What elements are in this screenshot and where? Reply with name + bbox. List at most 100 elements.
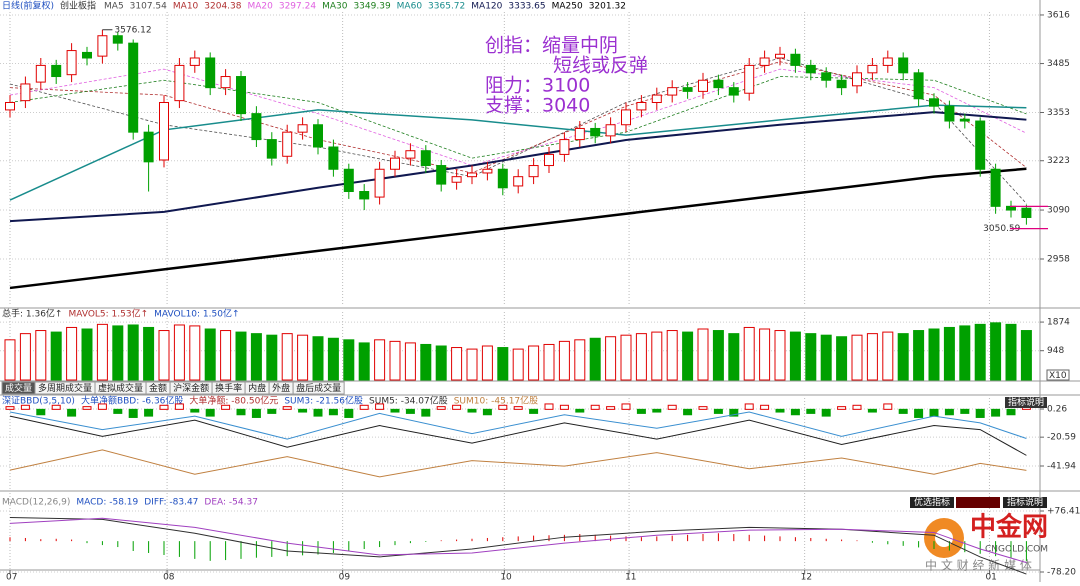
macd-line bbox=[9, 516, 1027, 575]
legend-text: 深证BBD(3,5,10) bbox=[2, 396, 75, 407]
y-tick-label: 1874 bbox=[1047, 318, 1070, 328]
y-tick-label: -20.59 bbox=[1047, 433, 1076, 443]
annotation: 支撑：3040 bbox=[485, 95, 590, 117]
volume-bar bbox=[697, 328, 709, 381]
candle-body bbox=[898, 57, 909, 74]
tab-label: 沪深金额 bbox=[173, 382, 209, 394]
tab-label: 成交量 bbox=[5, 382, 32, 394]
bbd-bar bbox=[267, 408, 277, 414]
candle-body bbox=[220, 76, 231, 89]
candle-body bbox=[821, 72, 832, 81]
bbd-bar bbox=[575, 408, 585, 413]
candle-body bbox=[436, 165, 447, 185]
volume-bar bbox=[589, 337, 601, 381]
volume-bar bbox=[774, 330, 786, 381]
candle-body bbox=[51, 64, 62, 78]
button[interactable] bbox=[1005, 397, 1047, 408]
tab[interactable] bbox=[292, 381, 345, 395]
bbd-bar bbox=[51, 404, 61, 410]
legend-text: 3333.65 bbox=[508, 2, 545, 12]
bbd-bar bbox=[606, 406, 616, 410]
bbd-bar bbox=[82, 406, 92, 410]
volume-bar bbox=[574, 339, 586, 381]
y-tick-label: -41.94 bbox=[1047, 462, 1076, 472]
candle-body bbox=[651, 94, 662, 103]
volume-bar bbox=[481, 345, 493, 381]
bbd-bar bbox=[467, 408, 477, 413]
volume-bar bbox=[204, 328, 216, 381]
volume-bar bbox=[759, 328, 771, 381]
volume-bar bbox=[620, 334, 632, 381]
candle-body bbox=[343, 168, 354, 193]
volume-bar bbox=[805, 333, 817, 381]
candle-body bbox=[5, 101, 15, 111]
candle-body bbox=[66, 50, 77, 76]
bbd-bar bbox=[498, 404, 508, 410]
y-tick-label: 3616 bbox=[1047, 10, 1070, 20]
bbd-bar bbox=[852, 404, 862, 410]
volume-bar bbox=[266, 334, 278, 381]
bbd-bar bbox=[282, 406, 292, 410]
bbd-bar bbox=[837, 406, 847, 410]
volume-bar bbox=[928, 328, 940, 381]
candle-body bbox=[467, 172, 477, 178]
macd-line bbox=[9, 517, 1027, 564]
legend-text: MA10 bbox=[173, 2, 199, 12]
legend-text: MAVOL10: 1.50亿↑ bbox=[154, 308, 239, 320]
button[interactable] bbox=[1003, 497, 1047, 508]
candle-body bbox=[159, 101, 169, 161]
volume-bar bbox=[297, 334, 309, 381]
candle-body bbox=[20, 83, 31, 102]
bbd-bar bbox=[975, 408, 985, 418]
volume-bar bbox=[220, 330, 232, 381]
legend-text: 3349.39 bbox=[353, 2, 390, 12]
volume-bar bbox=[250, 333, 262, 381]
legend-text: SUM10: -45.17亿股 bbox=[454, 395, 538, 407]
button[interactable] bbox=[910, 497, 954, 508]
volume-bar bbox=[173, 324, 185, 381]
legend-text: 3107.54 bbox=[130, 2, 167, 12]
candle-body bbox=[852, 72, 862, 87]
bbd-bar bbox=[144, 408, 154, 417]
volume-bar bbox=[651, 331, 663, 381]
annotation: 创指：缩量中阴 bbox=[485, 35, 618, 57]
volume-bar bbox=[81, 328, 93, 381]
bbd-bar bbox=[991, 408, 1001, 417]
volume-bar bbox=[497, 347, 509, 381]
bbd-bar bbox=[482, 408, 492, 416]
bbd-bar bbox=[128, 408, 138, 418]
bbd-bar bbox=[544, 403, 554, 410]
volume-bar bbox=[974, 323, 986, 381]
candle-body bbox=[698, 79, 708, 92]
candle-body bbox=[266, 139, 277, 159]
bbd-line bbox=[9, 411, 1027, 440]
bbd-bar bbox=[729, 408, 739, 417]
candle-body bbox=[251, 113, 262, 141]
bbd-bar bbox=[36, 408, 46, 416]
x-tick-label: 08 bbox=[163, 573, 175, 583]
volume-bar bbox=[312, 336, 324, 381]
volume-bar bbox=[404, 342, 416, 381]
candle-body bbox=[528, 165, 539, 178]
volume-bar bbox=[281, 333, 293, 381]
volume-bar bbox=[990, 322, 1002, 381]
tab-label: 虚拟成交量 bbox=[98, 382, 143, 394]
candle-body bbox=[790, 53, 801, 66]
candle-body bbox=[590, 127, 601, 137]
candle-body bbox=[805, 64, 816, 74]
candle-body bbox=[944, 105, 955, 122]
candle-body bbox=[390, 157, 400, 170]
legend-text: MAVOL5: 1.53亿↑ bbox=[68, 308, 148, 320]
volume-bar bbox=[1020, 330, 1032, 381]
volume-bar bbox=[789, 331, 801, 381]
bbd-bar bbox=[898, 408, 908, 414]
candle-body bbox=[205, 57, 216, 89]
volume-bar bbox=[836, 336, 848, 381]
watermark-url: CNGOLD.COM bbox=[985, 545, 1048, 555]
volume-bar bbox=[451, 347, 463, 381]
candle-body bbox=[451, 176, 462, 183]
y-tick-label: 0.26 bbox=[1047, 404, 1067, 414]
x-tick-label: 09 bbox=[339, 573, 351, 583]
candle-body bbox=[282, 131, 293, 157]
